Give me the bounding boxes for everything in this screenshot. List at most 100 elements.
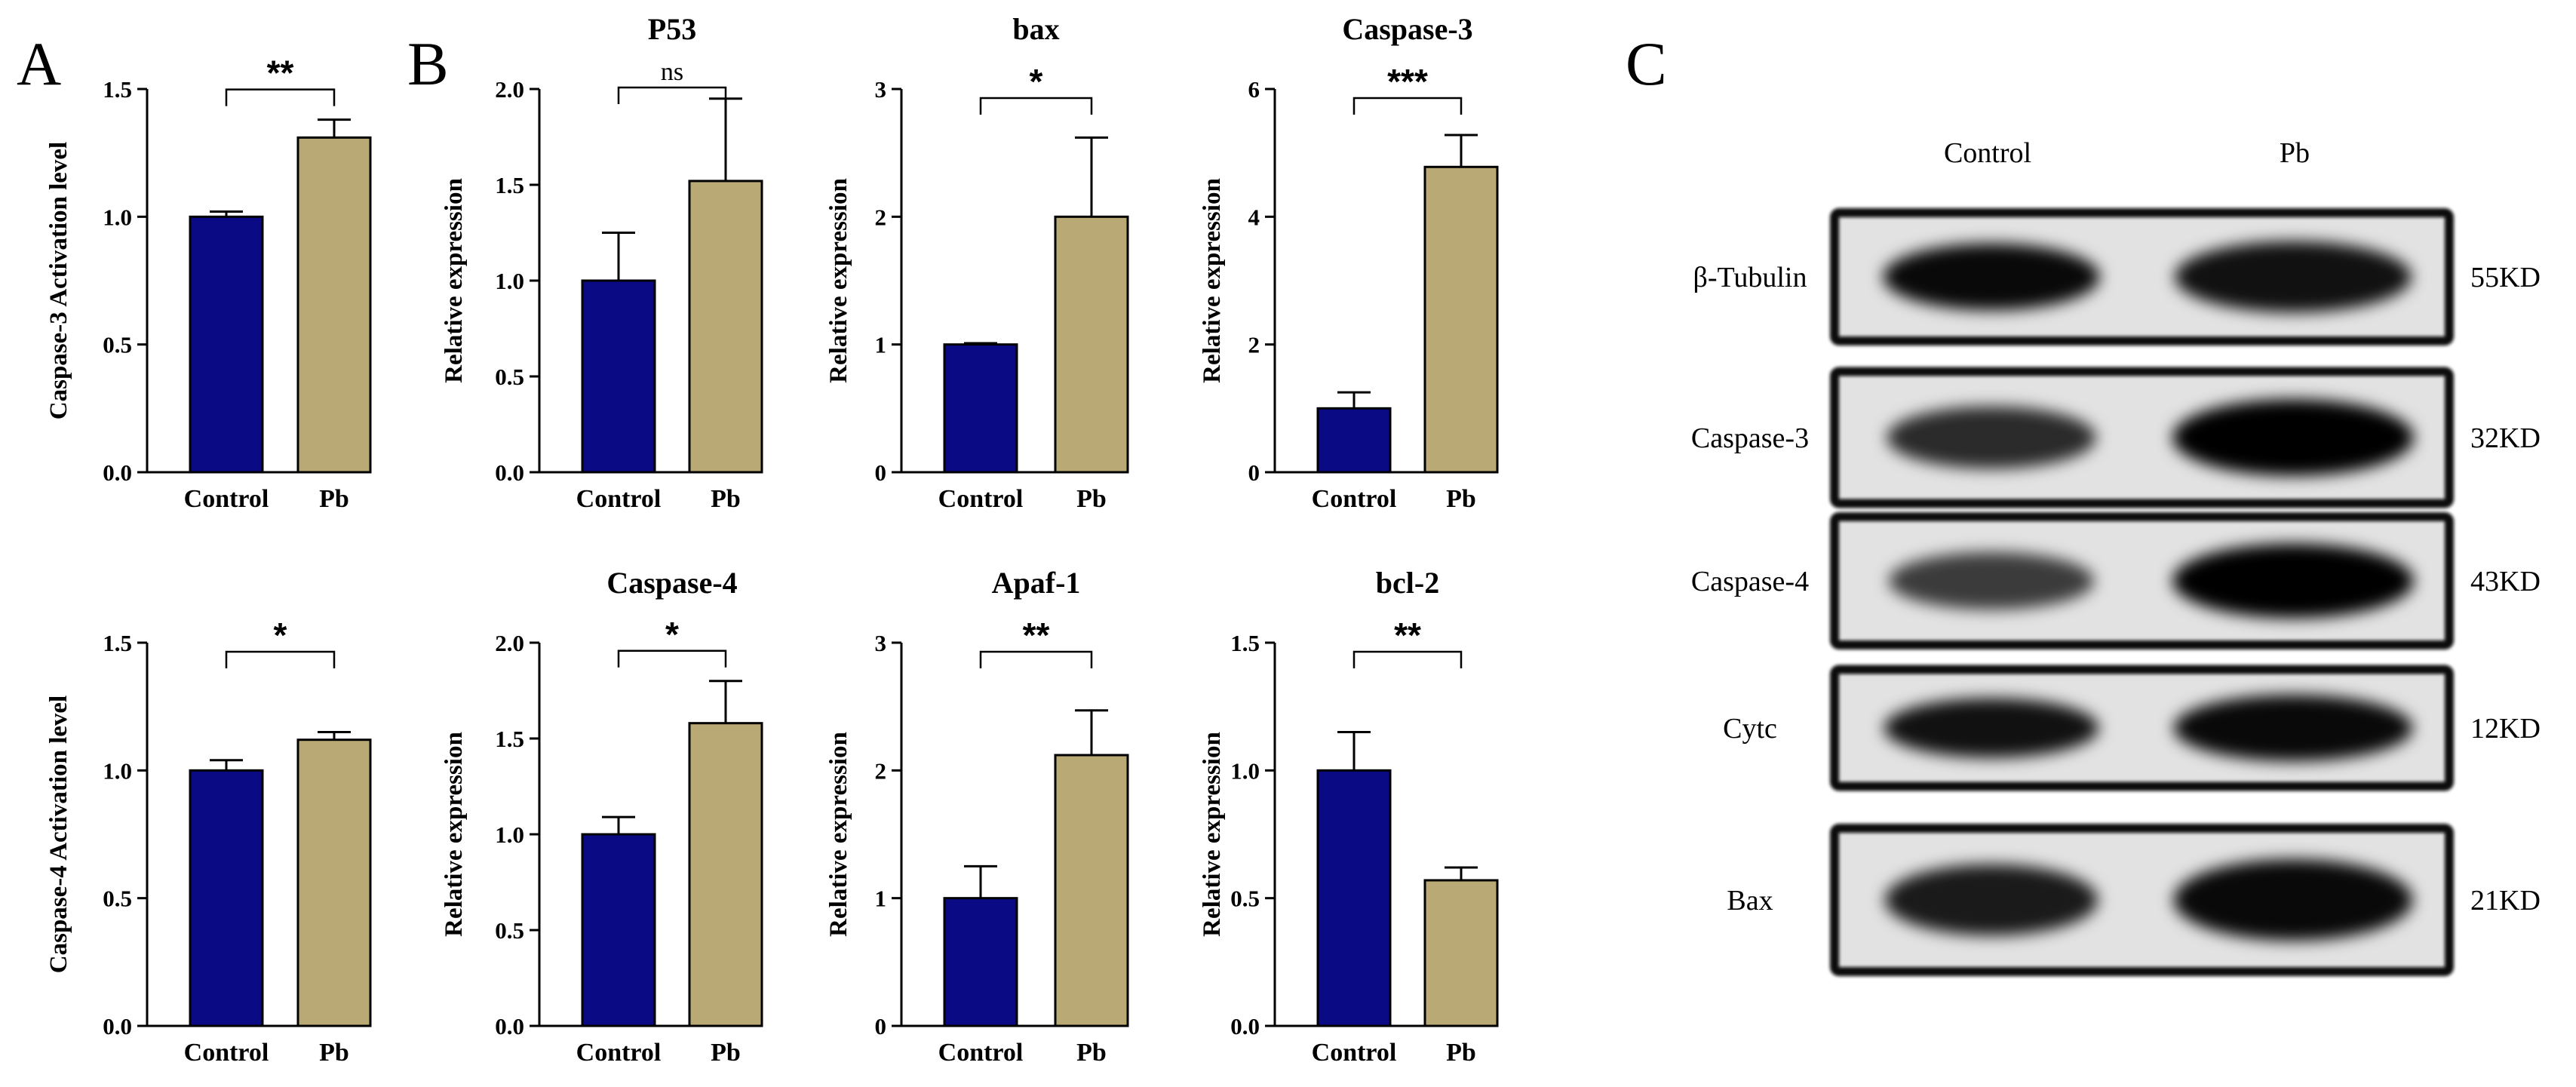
y-tick-label: 1.5	[495, 726, 524, 752]
x-category-label: Control	[938, 485, 1024, 513]
y-tick-label: 2	[1248, 332, 1260, 358]
y-tick-label: 0	[875, 1013, 887, 1039]
significance-bracket	[979, 650, 1093, 668]
significance-bracket	[1352, 650, 1463, 668]
chart-b_apaf1: Apaf-1 0 1 2 3 Relative expression Control Pb **	[825, 566, 1129, 1067]
y-axis-label: Caspase-3 Activation level	[45, 142, 72, 419]
bar-control	[943, 343, 1018, 474]
wb-protein-label: Caspase-3	[1691, 422, 1809, 454]
wb-row: Caspase-3 32KD	[1691, 367, 2541, 508]
chart-title: Caspase-3	[1342, 12, 1472, 46]
x-category-label: Control	[184, 485, 269, 513]
significance-bracket	[1352, 97, 1463, 115]
significance-bracket	[979, 97, 1093, 115]
wb-row: Bax 21KD	[1727, 824, 2541, 976]
chart-title: Apaf-1	[992, 566, 1081, 600]
y-axis-label: Relative expression	[441, 178, 468, 383]
x-category-label: Control	[576, 1039, 662, 1067]
bar-control	[943, 897, 1018, 1027]
wb-band-control	[1883, 243, 2100, 311]
y-axis-label: Relative expression	[1199, 178, 1226, 383]
bar-control	[189, 769, 264, 1027]
y-tick-label: 6	[1248, 76, 1260, 103]
wb-size-label: 32KD	[2470, 422, 2541, 454]
y-tick-label: 0.0	[1230, 1013, 1260, 1039]
panel-label-b: B	[407, 29, 449, 98]
chart-title: P53	[648, 12, 696, 46]
wb-column-label-control: Control	[1944, 137, 2031, 169]
y-tick-label: 0.0	[103, 459, 132, 486]
y-tick-label: 2	[875, 204, 887, 230]
y-tick-label: 0	[875, 459, 887, 486]
y-tick-label: 0.0	[495, 459, 524, 486]
bar-charts: 0.0 0.5 1.0 1.5 Caspase-3 Activation level Co…	[45, 12, 1499, 1067]
x-category-label: Control	[938, 1039, 1024, 1067]
significance-label: ns	[661, 58, 683, 86]
y-tick-label: 1.0	[1230, 757, 1260, 784]
wb-size-label: 12KD	[2470, 713, 2541, 745]
wb-column-label-pb: Pb	[2280, 137, 2310, 169]
bar-pb	[296, 738, 372, 1027]
x-category-label: Control	[184, 1039, 269, 1067]
y-tick-label: 1.5	[103, 76, 132, 103]
significance-bracket	[617, 649, 727, 668]
significance-bracket	[225, 88, 336, 106]
x-category-label: Pb	[1446, 485, 1476, 513]
y-axis-label: Relative expression	[825, 178, 852, 383]
bar-control	[189, 215, 264, 474]
x-category-label: Pb	[319, 1039, 349, 1067]
chart-b_p53: P53 0.0 0.5 1.0 1.5 2.0 Relative expression Con…	[441, 12, 763, 513]
y-tick-label: 0.5	[495, 917, 524, 944]
wb-size-label: 55KD	[2470, 262, 2541, 293]
significance-label: *	[1030, 62, 1043, 101]
wb-row: Cytc 12KD	[1723, 665, 2541, 791]
chart-b_casp4: Caspase-4 0.0 0.5 1.0 1.5 2.0 Relative express…	[441, 566, 763, 1067]
y-tick-label: 1	[875, 886, 887, 912]
y-tick-label: 0.0	[495, 1013, 524, 1039]
y-tick-label: 3	[875, 630, 887, 656]
chart-title: bcl-2	[1376, 566, 1439, 600]
y-tick-label: 4	[1248, 204, 1260, 230]
wb-band-pb	[2172, 543, 2414, 619]
significance-bracket	[617, 86, 727, 104]
x-category-label: Control	[1312, 1039, 1397, 1067]
chart-b_bcl2: bcl-2 0.0 0.5 1.0 1.5 Relative expression Cont…	[1199, 566, 1499, 1067]
wb-frame	[1830, 824, 2454, 976]
y-axis-label: Caspase-4 Activation level	[45, 695, 72, 973]
significance-label: *	[274, 616, 287, 655]
panel-label-a: A	[17, 29, 61, 98]
wb-size-label: 21KD	[2470, 885, 2541, 917]
wb-band-pb	[2173, 858, 2413, 941]
significance-bracket	[225, 650, 336, 668]
bar-pb	[1423, 879, 1499, 1027]
significance-label: ***	[1387, 62, 1428, 101]
y-tick-label: 1.5	[1230, 630, 1260, 656]
y-tick-label: 1.0	[495, 268, 524, 294]
panel-label-c: C	[1626, 29, 1667, 98]
chart-b_bax: bax 0 1 2 3 Relative expression Control Pb *	[825, 12, 1129, 513]
wb-frame	[1830, 512, 2454, 649]
y-tick-label: 1.0	[103, 204, 132, 230]
y-tick-label: 0.5	[1230, 886, 1260, 912]
chart-a_casp4: 0.0 0.5 1.0 1.5 Caspase-4 Activation level Co…	[45, 616, 372, 1067]
bar-control	[1316, 769, 1392, 1027]
chart-title: Caspase-4	[606, 566, 737, 600]
y-tick-label: 0.0	[103, 1013, 132, 1039]
x-category-label: Pb	[319, 485, 349, 513]
y-tick-label: 0.5	[495, 364, 524, 390]
y-axis-label: Relative expression	[825, 732, 852, 937]
y-tick-label: 2.0	[495, 630, 524, 656]
bar-control	[581, 833, 656, 1027]
wb-protein-label: Cytc	[1723, 713, 1777, 745]
chart-a_casp3: 0.0 0.5 1.0 1.5 Caspase-3 Activation level Co…	[45, 54, 372, 513]
wb-protein-label: Caspase-4	[1691, 566, 1809, 597]
y-tick-label: 1.0	[495, 821, 524, 848]
wb-band-pb	[2172, 399, 2414, 476]
y-axis-label: Relative expression	[1199, 732, 1226, 937]
x-category-label: Pb	[1446, 1039, 1476, 1067]
chart-title: bax	[1012, 12, 1059, 46]
wb-row: β-Tubulin 55KD	[1693, 208, 2541, 345]
y-tick-label: 2.0	[495, 76, 524, 103]
y-tick-label: 2	[875, 757, 887, 784]
